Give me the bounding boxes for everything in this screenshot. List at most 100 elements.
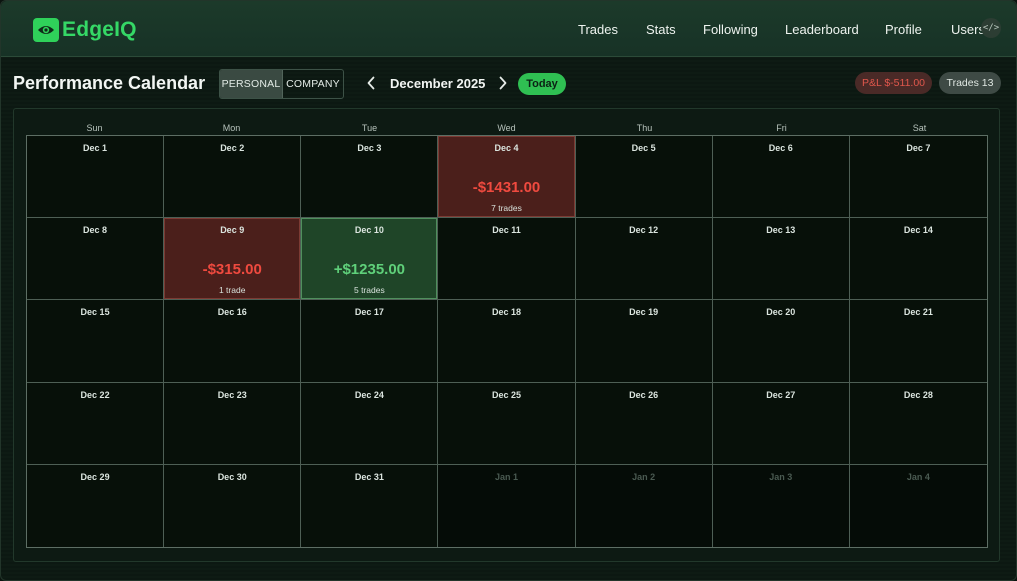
day-date: Dec 14 bbox=[903, 225, 933, 236]
calendar-day-cell[interactable]: Dec 22 bbox=[27, 382, 165, 465]
chevron-left-icon[interactable] bbox=[364, 74, 378, 92]
calendar-day-cell[interactable]: Dec 6 bbox=[712, 136, 850, 219]
code-icon[interactable]: </> bbox=[981, 18, 1001, 38]
day-date: Dec 25 bbox=[491, 389, 521, 400]
day-date: Dec 11 bbox=[492, 225, 521, 236]
toggle-personal[interactable]: PERSONAL bbox=[220, 70, 283, 98]
calendar-day-cell[interactable]: Dec 26 bbox=[575, 382, 713, 465]
day-date: Dec 5 bbox=[631, 143, 656, 153]
day-date: Dec 2 bbox=[220, 143, 245, 153]
calendar-day-cell[interactable]: Dec 9 -$315.00 1 trade bbox=[164, 218, 302, 301]
calendar-day-cell[interactable]: Dec 23 bbox=[164, 382, 302, 465]
day-pnl: -$315.00 bbox=[202, 261, 262, 279]
calendar-day-cell[interactable]: Dec 13 bbox=[712, 218, 850, 301]
calendar-day-cell[interactable]: Dec 15 bbox=[27, 300, 165, 383]
main-nav: Trades Stats Following Leaderboard Profi… bbox=[1, 22, 1016, 40]
day-trade-count: 5 trades bbox=[353, 285, 385, 296]
calendar-day-cell[interactable]: Dec 7 bbox=[849, 136, 987, 219]
day-pnl: +$1235.00 bbox=[333, 261, 406, 279]
scope-toggle: PERSONAL COMPANY bbox=[219, 69, 344, 99]
day-date: Dec 28 bbox=[903, 389, 933, 400]
calendar-day-cell[interactable]: Dec 1 bbox=[27, 136, 165, 219]
weekday-label: Thu bbox=[636, 123, 653, 133]
day-date: Dec 7 bbox=[906, 143, 931, 153]
day-date: Dec 10 bbox=[354, 225, 384, 236]
calendar-day-cell[interactable]: Dec 28 bbox=[849, 382, 987, 465]
day-date: Dec 31 bbox=[354, 471, 384, 482]
today-button[interactable]: Today bbox=[518, 73, 566, 95]
day-trade-count: 1 trade bbox=[218, 285, 246, 296]
calendar-day-cell[interactable]: Dec 19 bbox=[575, 300, 713, 383]
nav-stats[interactable]: Stats bbox=[646, 22, 676, 37]
toggle-company[interactable]: COMPANY bbox=[286, 78, 340, 90]
calendar-day-cell[interactable]: Jan 3 bbox=[712, 464, 850, 547]
calendar-day-cell[interactable]: Dec 8 bbox=[27, 218, 165, 301]
day-date: Jan 2 bbox=[632, 471, 656, 482]
weekday-label: Sat bbox=[912, 123, 927, 133]
calendar-day-cell[interactable]: Dec 25 bbox=[438, 382, 576, 465]
eye-icon bbox=[33, 18, 59, 42]
calendar-day-cell[interactable]: Dec 18 bbox=[438, 300, 576, 383]
weekday-label: Tue bbox=[361, 123, 378, 133]
calendar-day-cell[interactable]: Dec 5 bbox=[575, 136, 713, 219]
calendar-day-cell[interactable]: Jan 4 bbox=[849, 464, 987, 547]
calendar-day-cell[interactable]: Dec 21 bbox=[849, 300, 987, 383]
month-label: December 2025 bbox=[390, 76, 486, 91]
day-date: Dec 16 bbox=[217, 307, 247, 318]
calendar-day-cell[interactable]: Dec 2 bbox=[164, 136, 302, 219]
calendar-day-cell[interactable]: Dec 24 bbox=[301, 382, 439, 465]
calendar-day-cell[interactable]: Dec 4 -$1431.00 7 trades bbox=[438, 136, 576, 219]
calendar-day-cell[interactable]: Dec 31 bbox=[301, 464, 439, 547]
weekday-label: Mon bbox=[222, 123, 241, 133]
calendar-day-cell[interactable]: Jan 1 bbox=[438, 464, 576, 547]
logo[interactable]: EdgeIQ bbox=[33, 17, 137, 43]
day-date: Dec 19 bbox=[629, 307, 659, 318]
day-date: Dec 17 bbox=[354, 307, 384, 318]
day-date: Dec 26 bbox=[629, 389, 659, 400]
top-navbar: EdgeIQ Trades Stats Following Leaderboar… bbox=[1, 1, 1016, 57]
day-date: Dec 4 bbox=[494, 143, 519, 153]
day-date: Dec 29 bbox=[80, 471, 110, 482]
weekday-label: Sun bbox=[86, 123, 103, 133]
trades-count-badge: Trades 13 bbox=[939, 72, 1001, 94]
pnl-badge: P&L $-511.00 bbox=[855, 72, 932, 94]
calendar-day-cell[interactable]: Dec 17 bbox=[301, 300, 439, 383]
day-pnl: -$1431.00 bbox=[472, 179, 541, 196]
calendar-day-cell[interactable]: Dec 3 bbox=[301, 136, 439, 219]
calendar-day-cell[interactable]: Dec 29 bbox=[27, 464, 165, 547]
day-date: Dec 22 bbox=[80, 389, 110, 400]
day-date: Dec 9 bbox=[220, 225, 245, 236]
nav-users[interactable]: Users bbox=[951, 22, 985, 37]
day-trade-count: 7 trades bbox=[491, 203, 522, 213]
calendar-day-cell[interactable]: Dec 27 bbox=[712, 382, 850, 465]
day-date: Jan 1 bbox=[494, 471, 518, 482]
day-date: Dec 27 bbox=[766, 389, 796, 400]
day-date: Dec 12 bbox=[629, 225, 659, 236]
calendar-day-cell[interactable]: Dec 14 bbox=[849, 218, 987, 301]
calendar-day-cell[interactable]: Dec 30 bbox=[164, 464, 302, 547]
page-title: Performance Calendar bbox=[13, 73, 206, 93]
calendar-day-cell[interactable]: Dec 16 bbox=[164, 300, 302, 383]
calendar-grid: Dec 1 Dec 2 Dec 3 Dec 4 -$1431.00 7 trades Dec… bbox=[26, 135, 988, 548]
day-date: Dec 30 bbox=[217, 471, 247, 482]
nav-profile[interactable]: Profile bbox=[885, 22, 922, 37]
nav-following[interactable]: Following bbox=[703, 22, 758, 37]
day-date: Dec 8 bbox=[83, 225, 108, 236]
nav-leaderboard[interactable]: Leaderboard bbox=[785, 22, 859, 37]
day-date: Dec 21 bbox=[903, 307, 933, 318]
day-date: Dec 6 bbox=[768, 143, 793, 153]
day-date: Dec 20 bbox=[766, 307, 796, 318]
calendar-day-cell[interactable]: Dec 20 bbox=[712, 300, 850, 383]
day-date: Dec 3 bbox=[357, 143, 382, 153]
day-date: Dec 1 bbox=[83, 143, 108, 153]
chevron-right-icon[interactable] bbox=[496, 74, 510, 92]
day-date: Jan 3 bbox=[769, 471, 793, 482]
calendar-day-cell[interactable]: Dec 10 +$1235.00 5 trades bbox=[301, 218, 439, 301]
day-date: Dec 23 bbox=[217, 389, 247, 400]
calendar-day-cell[interactable]: Jan 2 bbox=[575, 464, 713, 547]
calendar-day-cell[interactable]: Dec 12 bbox=[575, 218, 713, 301]
nav-trades[interactable]: Trades bbox=[578, 22, 618, 37]
calendar-day-cell[interactable]: Dec 11 bbox=[438, 218, 576, 301]
day-date: Dec 13 bbox=[766, 225, 796, 236]
day-date: Dec 24 bbox=[354, 389, 384, 400]
